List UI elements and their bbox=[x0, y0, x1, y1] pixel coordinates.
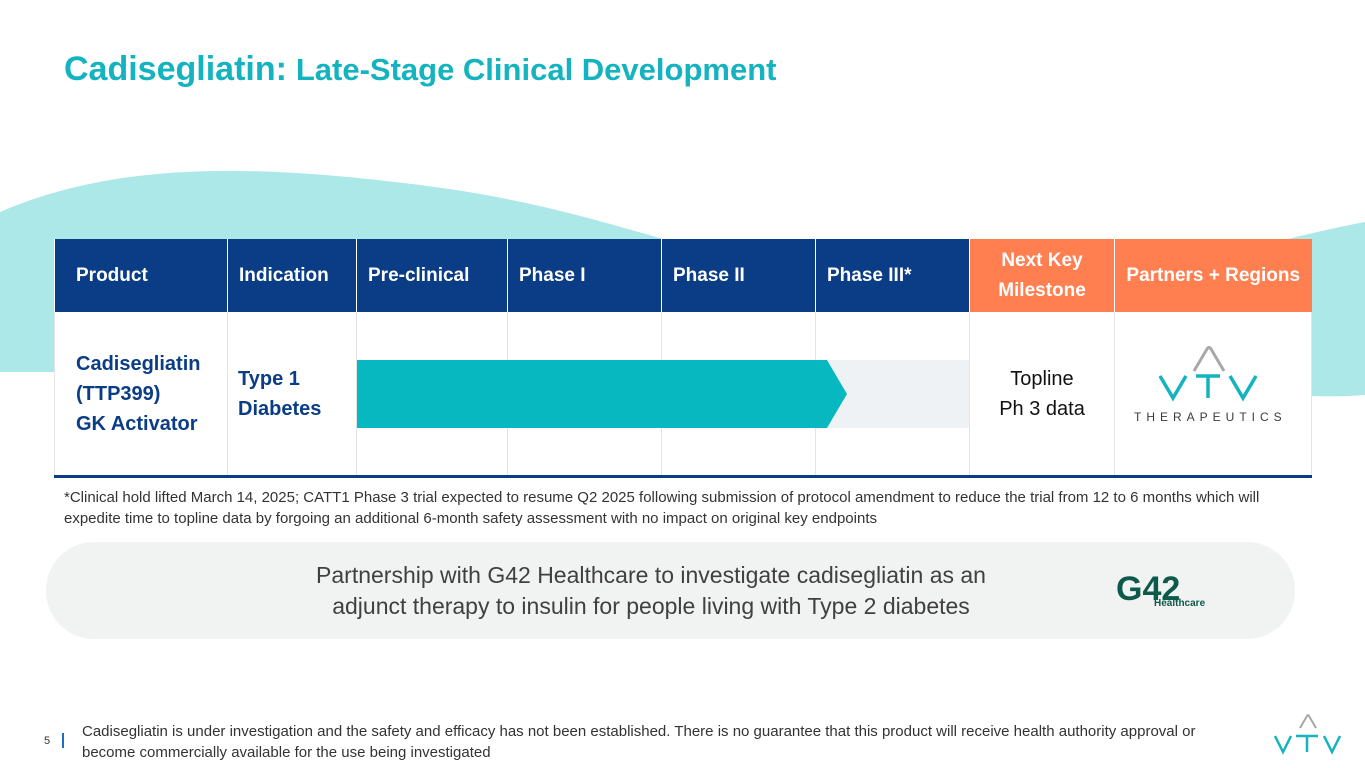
partnership-banner: Partnership with G42 Healthcare to inves… bbox=[46, 542, 1295, 639]
partnership-text: Partnership with G42 Healthcare to inves… bbox=[316, 562, 986, 619]
header-partners-regions: Partners + Regions bbox=[1114, 239, 1312, 312]
product-code: (TTP399) bbox=[76, 382, 161, 405]
indication-line-1: Type 1 bbox=[238, 367, 300, 390]
g42-logo: G42 bbox=[1116, 570, 1180, 608]
progress-bar-phase-3 bbox=[357, 360, 847, 428]
header-phase-1: Phase I bbox=[507, 239, 662, 312]
vtv-logo bbox=[1158, 346, 1258, 402]
phase-3-footnote: *Clinical hold lifted March 14, 2025; CA… bbox=[64, 489, 1260, 527]
partners-cell bbox=[1114, 312, 1312, 478]
page-title: Cadisegliatin: Late-Stage Clinical Devel… bbox=[64, 50, 776, 89]
vtv-logo-word: THERAPEUTICS bbox=[1134, 410, 1287, 424]
header-phase-2: Phase II bbox=[661, 239, 816, 312]
header-preclinical: Pre-clinical bbox=[356, 239, 508, 312]
indication-cell: Type 1 Diabetes bbox=[227, 312, 357, 478]
milestone-line-1: Topline bbox=[1010, 367, 1074, 390]
title-sub: Late-Stage Clinical Development bbox=[295, 52, 777, 87]
g42-logo-main: G42 bbox=[1116, 570, 1180, 608]
header-phase-3: Phase III* bbox=[815, 239, 970, 312]
table-header-row: Product Indication Pre-clinical Phase I … bbox=[54, 239, 1312, 312]
header-indication: Indication bbox=[227, 239, 357, 312]
table-row: Cadisegliatin (TTP399) GK Activator Type… bbox=[54, 312, 1312, 478]
page-divider bbox=[62, 733, 64, 748]
page-number: 5 bbox=[44, 735, 51, 747]
milestone-cell: Topline Ph 3 data bbox=[969, 312, 1115, 478]
vtv-corner-logo bbox=[1273, 714, 1342, 755]
product-mechanism: GK Activator bbox=[76, 412, 198, 435]
header-product: Product bbox=[54, 239, 228, 312]
indication-line-2: Diabetes bbox=[238, 397, 322, 420]
footer-disclaimer: Cadisegliatin is under investigation and… bbox=[82, 723, 1196, 761]
g42-logo-sub: Healthcare bbox=[1154, 598, 1206, 609]
header-next-milestone: Next Key Milestone bbox=[969, 239, 1115, 312]
product-cell: Cadisegliatin (TTP399) GK Activator bbox=[54, 312, 228, 478]
title-main: Cadisegliatin: bbox=[64, 50, 287, 88]
pipeline-table: Product Indication Pre-clinical Phase I … bbox=[54, 239, 1312, 478]
milestone-line-2: Ph 3 data bbox=[999, 397, 1085, 420]
product-name: Cadisegliatin bbox=[76, 352, 201, 375]
